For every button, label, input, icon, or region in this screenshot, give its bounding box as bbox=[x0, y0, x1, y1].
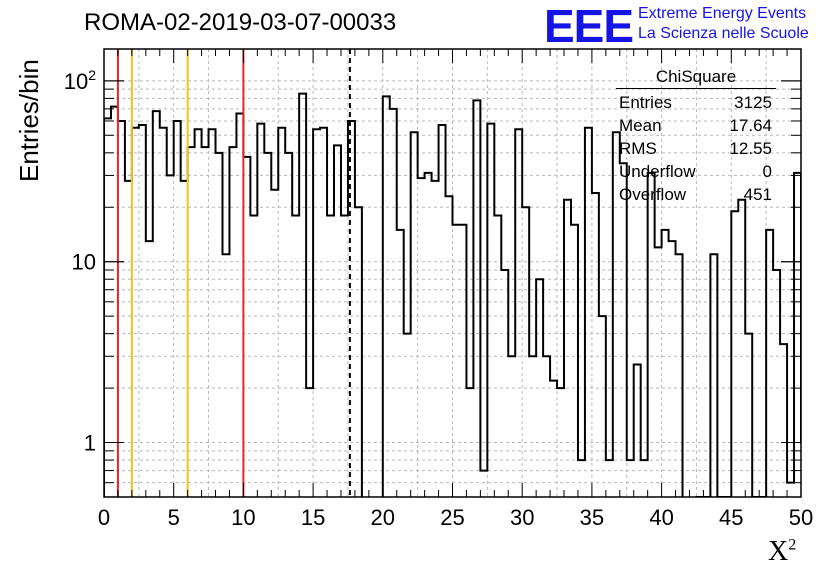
stats-value: 3125 bbox=[734, 93, 772, 112]
stats-divider bbox=[616, 88, 776, 89]
y-tick-label: 1 bbox=[84, 431, 96, 456]
x-tick-label: 15 bbox=[301, 505, 325, 530]
stats-label: Entries bbox=[619, 93, 672, 112]
stats-label: Overflow bbox=[619, 185, 687, 204]
stats-row-rms: RMS 12.55 bbox=[612, 137, 780, 160]
stats-label: Underflow bbox=[619, 162, 696, 181]
x-tick-label: 45 bbox=[719, 505, 743, 530]
x-axis-label-base: X bbox=[768, 536, 789, 567]
y-tick-label: 102 bbox=[64, 67, 96, 94]
x-tick-label: 50 bbox=[789, 505, 813, 530]
stats-value: 451 bbox=[743, 185, 772, 204]
stats-row-entries: Entries 3125 bbox=[612, 91, 780, 114]
y-axis-label: Entries/bin bbox=[14, 59, 44, 182]
y-tick-label: 10 bbox=[72, 250, 96, 275]
stats-row-mean: Mean 17.64 bbox=[612, 114, 780, 137]
stats-row-overflow: Overflow 451 bbox=[612, 183, 780, 206]
logo-line1: Extreme Energy Events bbox=[638, 5, 807, 22]
x-axis-label-sup: 2 bbox=[788, 536, 797, 554]
eee-logo: EEE Extreme Energy Events La Scienza nel… bbox=[544, 0, 834, 52]
stats-value: 0 bbox=[762, 162, 772, 181]
stats-label: Mean bbox=[619, 116, 662, 135]
x-tick-label: 10 bbox=[231, 505, 255, 530]
x-tick-label: 20 bbox=[371, 505, 395, 530]
stats-row-underflow: Underflow 0 bbox=[612, 160, 780, 183]
stats-box: ChiSquare Entries 3125 Mean 17.64 RMS 12.55… bbox=[612, 66, 780, 206]
stats-value: 17.64 bbox=[729, 116, 772, 135]
x-tick-label: 5 bbox=[168, 505, 180, 530]
chart-title: ROMA-02-2019-03-07-00033 bbox=[84, 9, 397, 36]
x-tick-label: 40 bbox=[649, 505, 673, 530]
stats-title: ChiSquare bbox=[655, 67, 737, 86]
x-axis-label: X2 bbox=[768, 536, 796, 568]
logo-mark: EEE bbox=[544, 0, 634, 52]
x-tick-label: 35 bbox=[580, 505, 604, 530]
x-tick-label: 25 bbox=[440, 505, 464, 530]
logo-line2: La Scienza nelle Scuole bbox=[638, 25, 809, 42]
stats-value: 12.55 bbox=[729, 139, 772, 158]
x-tick-label: 0 bbox=[98, 505, 110, 530]
histogram-series bbox=[104, 92, 801, 497]
stats-label: RMS bbox=[619, 139, 657, 158]
x-tick-label: 30 bbox=[510, 505, 534, 530]
